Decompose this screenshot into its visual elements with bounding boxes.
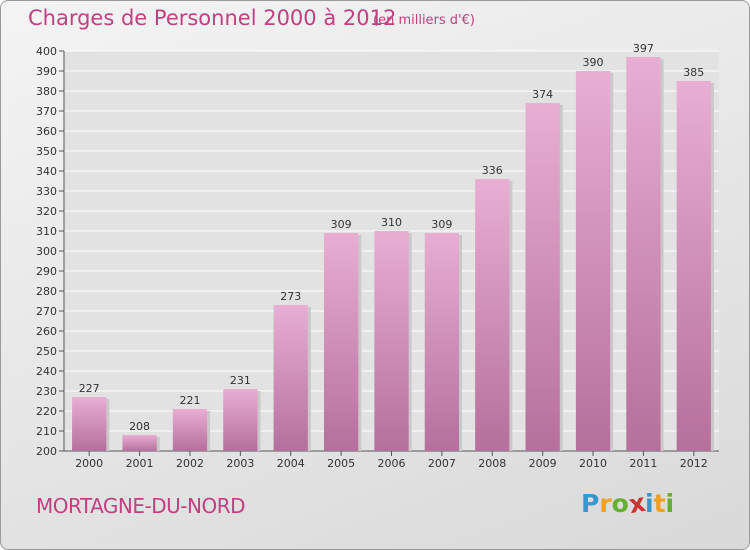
x-tick-label: 2008: [478, 457, 506, 470]
x-tick-label: 2007: [428, 457, 456, 470]
logo-letter: P: [581, 489, 600, 518]
bar-value-label: 208: [129, 420, 150, 433]
bar: [172, 409, 208, 451]
bar: [475, 179, 510, 451]
bar-value-label: 397: [633, 42, 654, 55]
y-tick-label: 380: [36, 85, 57, 98]
x-tick-label: 2000: [75, 457, 103, 470]
bar: [575, 71, 611, 451]
bar-value-label: 309: [431, 218, 452, 231]
bar: [273, 305, 308, 451]
y-tick-label: 340: [36, 165, 57, 178]
y-tick-label: 200: [36, 445, 57, 458]
x-tick-label: 2011: [629, 457, 657, 470]
bar: [72, 397, 107, 451]
bar: [223, 389, 258, 451]
bar-value-label: 309: [331, 218, 352, 231]
x-tick-label: 2005: [327, 457, 355, 470]
x-tick-label: 2012: [680, 457, 708, 470]
x-tick-label: 2006: [378, 457, 406, 470]
y-tick-label: 300: [36, 245, 57, 258]
y-tick-label: 350: [36, 145, 57, 158]
y-tick-label: 220: [36, 405, 57, 418]
logo-letter: r: [599, 489, 612, 518]
logo-letter: o: [611, 489, 629, 518]
bar: [323, 233, 359, 451]
y-tick-label: 270: [36, 305, 57, 318]
y-tick-label: 260: [36, 325, 57, 338]
bar: [424, 233, 460, 451]
y-tick-label: 370: [36, 105, 57, 118]
y-tick-label: 320: [36, 205, 57, 218]
y-tick-label: 290: [36, 265, 57, 278]
y-tick-label: 390: [36, 65, 57, 78]
y-tick-label: 360: [36, 125, 57, 138]
bar-value-label: 390: [583, 56, 604, 69]
y-tick-label: 400: [36, 45, 57, 58]
bar-value-label: 221: [179, 394, 200, 407]
bar-value-label: 310: [381, 216, 402, 229]
bar-value-label: 227: [79, 382, 100, 395]
bar-value-label: 231: [230, 374, 251, 387]
x-tick-label: 2002: [176, 457, 204, 470]
bar-value-label: 273: [280, 290, 301, 303]
x-tick-label: 2010: [579, 457, 607, 470]
chart-title: Charges de Personnel 2000 à 2012: [28, 6, 397, 30]
y-tick-label: 230: [36, 385, 57, 398]
x-tick-label: 2009: [529, 457, 557, 470]
x-tick-label: 2001: [126, 457, 154, 470]
bar: [626, 57, 661, 451]
logo-letter: i: [645, 489, 654, 518]
bar: [374, 231, 409, 451]
bar: [676, 81, 711, 451]
y-tick-label: 330: [36, 185, 57, 198]
logo-letter: t: [653, 489, 666, 518]
commune-name: MORTAGNE-DU-NORD: [36, 494, 246, 518]
bar-value-label: 336: [482, 164, 503, 177]
y-tick-label: 310: [36, 225, 57, 238]
y-tick-label: 210: [36, 425, 57, 438]
x-tick-label: 2004: [277, 457, 305, 470]
x-tick-label: 2003: [226, 457, 254, 470]
bar: [525, 103, 560, 451]
proxiti-logo[interactable]: Proxiti: [581, 488, 675, 519]
logo-letter: i: [665, 489, 675, 518]
y-tick-label: 240: [36, 365, 57, 378]
chart-subtitle: (en milliers d'€): [373, 13, 475, 28]
bar-value-label: 385: [683, 66, 704, 79]
bar: [122, 435, 157, 451]
y-tick-label: 280: [36, 285, 57, 298]
y-tick-label: 250: [36, 345, 57, 358]
bar-value-label: 374: [532, 88, 553, 101]
